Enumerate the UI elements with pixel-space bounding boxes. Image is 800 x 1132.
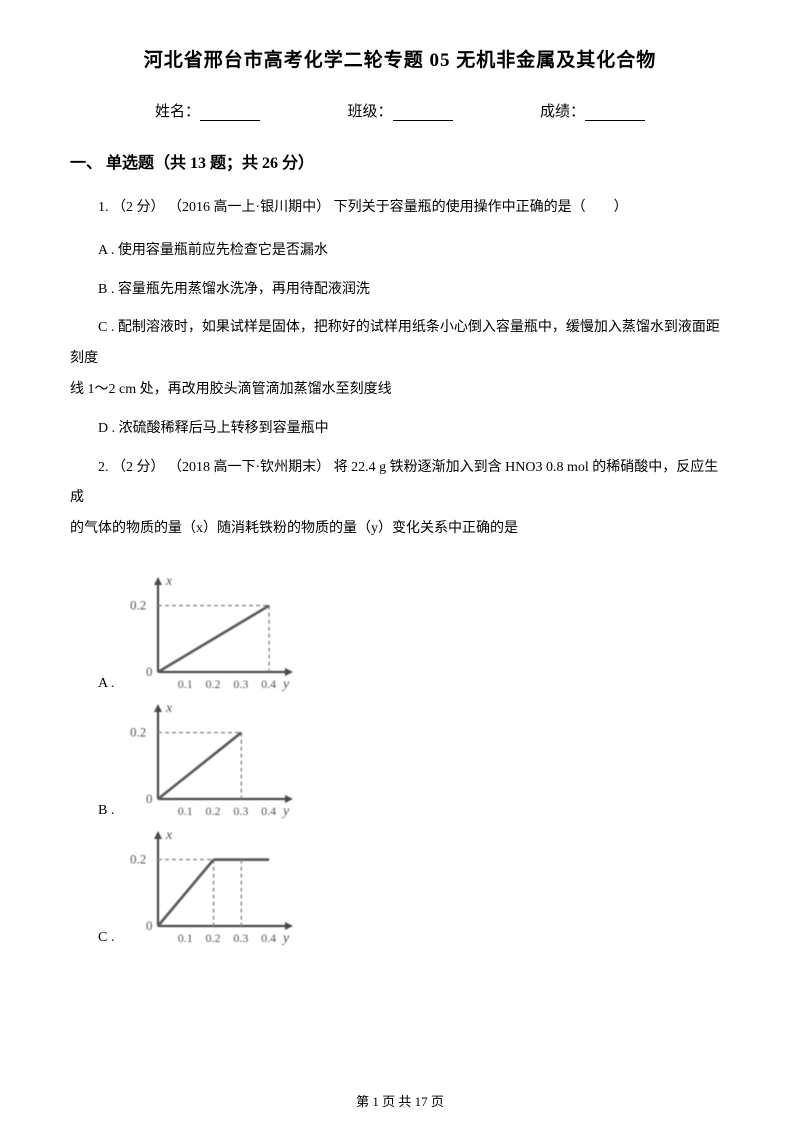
class-label: 班级： (347, 100, 392, 121)
svg-text:y: y (281, 931, 290, 946)
svg-text:0.2: 0.2 (206, 677, 221, 691)
score-label: 成绩： (540, 100, 585, 121)
q2-labelC: C . (98, 930, 114, 950)
svg-text:0.2: 0.2 (206, 931, 221, 945)
q1-optC-l1: C . 配制溶液时，如果试样是固体，把称好的试样用纸条小心倒入容量瓶中，缓慢加入… (70, 313, 730, 375)
svg-text:0.3: 0.3 (234, 677, 249, 691)
svg-text:y: y (281, 677, 290, 692)
q2-labelA: A . (98, 676, 114, 696)
svg-text:0.4: 0.4 (261, 804, 276, 818)
svg-text:0.1: 0.1 (178, 677, 193, 691)
svg-text:0.1: 0.1 (178, 931, 193, 945)
q1-stem: 1. （2 分） （2016 高一上·银川期中） 下列关于容量瓶的使用操作中正确… (70, 193, 730, 224)
q2-stem-l2: 的气体的物质的量（x）随消耗铁粉的物质的量（y）变化关系中正确的是 (70, 514, 730, 545)
svg-text:0: 0 (146, 664, 153, 679)
svg-text:0.4: 0.4 (261, 677, 276, 691)
svg-text:0.3: 0.3 (234, 804, 249, 818)
chart-A: x y 0 0.1 0.2 0.3 0.4 0.2 (122, 571, 297, 696)
section-header: 一、 单选题（共 13 题；共 26 分） (70, 149, 730, 173)
svg-text:y: y (281, 804, 290, 819)
page-title: 河北省邢台市高考化学二轮专题 05 无机非金属及其化合物 (70, 45, 730, 72)
q1-optD: D . 浓硫酸稀释后马上转移到容量瓶中 (70, 414, 730, 445)
chart-B: x y 0 0.1 0.2 0.3 0.4 0.2 (122, 698, 297, 823)
q1-optA: A . 使用容量瓶前应先检查它是否漏水 (70, 236, 730, 267)
svg-text:0.1: 0.1 (178, 804, 193, 818)
svg-text:0.2: 0.2 (206, 804, 221, 818)
svg-text:0.3: 0.3 (234, 931, 249, 945)
svg-text:x: x (165, 701, 173, 716)
svg-text:0: 0 (146, 918, 153, 933)
svg-text:x: x (165, 828, 173, 843)
q1-optC-l2: 线 1～2 cm 处，再改用胶头滴管滴加蒸馏水至刻度线 (70, 375, 730, 406)
q2-stem: 2. （2 分） （2018 高一下·钦州期末） 将 22.4 g 铁粉逐渐加入… (70, 453, 730, 545)
class-blank (393, 106, 453, 121)
q2-labelB: B . (98, 803, 114, 823)
q2-stem-l1: 2. （2 分） （2018 高一下·钦州期末） 将 22.4 g 铁粉逐渐加入… (70, 453, 730, 515)
form-line: 姓名： 班级： 成绩： (70, 100, 730, 121)
q1-optB: B . 容量瓶先用蒸馏水洗净，再用待配液润洗 (70, 275, 730, 306)
svg-text:0.2: 0.2 (130, 598, 146, 613)
svg-text:0: 0 (146, 791, 153, 806)
svg-text:0.4: 0.4 (261, 931, 276, 945)
chart-C: x y 0 0.1 0.2 0.3 0.4 0.2 (122, 825, 297, 950)
svg-text:0.2: 0.2 (130, 852, 146, 867)
name-blank (200, 106, 260, 121)
score-blank (585, 106, 645, 121)
svg-text:x: x (165, 574, 173, 589)
q1-optC: C . 配制溶液时，如果试样是固体，把称好的试样用纸条小心倒入容量瓶中，缓慢加入… (70, 313, 730, 405)
svg-text:0.2: 0.2 (130, 725, 146, 740)
page-footer: 第 1 页 共 17 页 (0, 1091, 800, 1110)
name-label: 姓名： (155, 100, 200, 121)
